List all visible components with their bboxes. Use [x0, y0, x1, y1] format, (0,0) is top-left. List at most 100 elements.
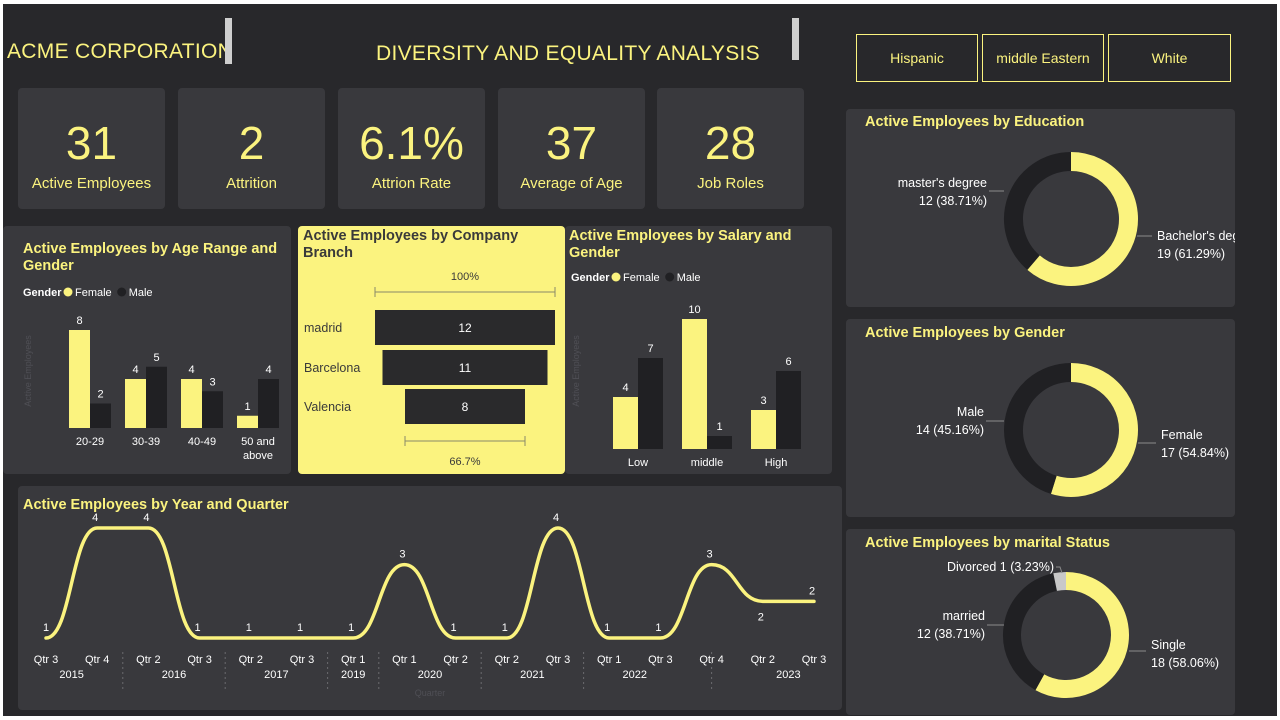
x-axis-title: Quarter	[415, 688, 446, 698]
data-label: 8	[76, 315, 82, 327]
data-label: 5	[153, 352, 159, 364]
data-label: 1	[244, 401, 250, 413]
data-label: 4	[622, 382, 628, 394]
data-label: 1	[348, 622, 354, 634]
header-divider-left	[225, 18, 232, 64]
data-label: 10	[688, 304, 700, 316]
funnel-value-label: 8	[462, 400, 469, 414]
x-tick-label: middle	[691, 457, 723, 469]
funnel-category-label: Barcelona	[304, 361, 360, 375]
legend-item: Male	[129, 287, 153, 299]
data-label: 4	[143, 512, 149, 524]
marital-chart-card[interactable]: Active Employees by marital Status Singl…	[846, 529, 1235, 715]
data-label: 4	[132, 364, 138, 376]
legend-title: Gender	[571, 272, 610, 284]
slice-name: Divorced 1 (3.23%)	[947, 560, 1054, 574]
education-donut: Bachelor's degree 19 (61.29%) master's deg…	[898, 152, 1235, 286]
x-year-label: 2015	[59, 669, 83, 681]
slicer-white[interactable]: White	[1108, 34, 1231, 82]
donut-slice	[1053, 572, 1067, 591]
slice-value: 19 (61.29%)	[1157, 247, 1225, 261]
bar-male	[202, 391, 223, 428]
slice-value: 12 (38.71%)	[917, 627, 985, 641]
funnel-category-label: Valencia	[304, 400, 351, 414]
slice-name: Female	[1161, 428, 1203, 442]
line-series	[44, 526, 816, 640]
x-tick-label: Qtr 1	[597, 654, 621, 666]
slice-value: 12 (38.71%)	[919, 194, 987, 208]
funnel-bottom-label: 66.7%	[449, 456, 480, 468]
leader-line	[1056, 566, 1063, 574]
x-year-label: 2016	[162, 669, 186, 681]
data-label: 3	[760, 395, 766, 407]
legend-marker	[665, 272, 675, 282]
data-label: 4	[92, 512, 98, 524]
slicer-middle-eastern[interactable]: middle Eastern	[982, 34, 1104, 82]
branch-chart-card[interactable]: Active Employees by Company Branch 100% m…	[298, 226, 565, 474]
x-tick-label: 50 and	[241, 436, 275, 448]
x-tick-label: Low	[628, 457, 648, 469]
x-year-label: 2019	[341, 669, 365, 681]
slice-value: 17 (54.84%)	[1161, 446, 1229, 460]
data-label: 4	[553, 512, 559, 524]
bar-male	[776, 371, 801, 449]
bar-female	[69, 330, 90, 428]
x-tick-label: Qtr 3	[802, 654, 826, 666]
donut-slice	[1004, 363, 1072, 494]
data-label: 1	[655, 622, 661, 634]
salary-chart-card[interactable]: Active Employees by Salary and Gender Ge…	[565, 226, 832, 474]
x-tick-label: Qtr 4	[699, 654, 723, 666]
page-title: DIVERSITY AND EQUALITY ANALYSIS	[376, 42, 760, 65]
data-label: 7	[647, 343, 653, 355]
kpi-job-roles: 28 Job Roles	[657, 88, 804, 209]
x-tick-label: Qtr 3	[546, 654, 570, 666]
bar-male	[258, 379, 279, 428]
x-tick-label: High	[765, 457, 788, 469]
data-label: 1	[246, 622, 252, 634]
x-tick-label: 30-39	[132, 436, 160, 448]
header-divider-right	[792, 18, 799, 60]
bar-male	[90, 403, 111, 428]
slice-value: 18 (58.06%)	[1151, 656, 1219, 670]
legend-marker	[611, 272, 621, 282]
company-name: ACME CORPORATION	[7, 40, 234, 63]
chart-title: Active Employees by Year and Quarter	[23, 497, 289, 513]
x-tick-label: Qtr 2	[443, 654, 467, 666]
x-year-label: 2023	[776, 669, 800, 681]
bar-female	[181, 379, 202, 428]
education-chart-card[interactable]: Active Employees by Education Bachelor's…	[846, 109, 1235, 307]
donut-slice	[1003, 573, 1058, 691]
chart-title: Active Employees by Gender	[865, 325, 1065, 341]
kpi-label: Active Employees	[31, 175, 152, 192]
kpi-attrition: 2 Attrition	[178, 88, 325, 209]
x-year-label: 2017	[264, 669, 288, 681]
donut-slice	[1004, 152, 1072, 270]
gender-chart-card[interactable]: Active Employees by Gender Female 17 (54.…	[846, 319, 1235, 517]
donut-slice	[1050, 363, 1138, 497]
year-quarter-chart-card[interactable]: Active Employees by Year and Quarter 1 4 4…	[18, 486, 842, 710]
chart-title: Active Employees by Salary and Gender	[569, 228, 792, 261]
x-year-label: 2020	[418, 669, 442, 681]
slice-name: Male	[957, 405, 984, 419]
slice-name: Bachelor's degree	[1157, 229, 1235, 243]
x-tick-label: Qtr 1	[392, 654, 416, 666]
bar-male	[146, 366, 167, 428]
slice-name: master's degree	[898, 176, 987, 190]
x-tick-label: Qtr 2	[239, 654, 263, 666]
bar-male	[638, 358, 663, 449]
chart-title: Active Employees by Company Branch	[303, 228, 519, 261]
data-label: 1	[297, 622, 303, 634]
kpi-value: 28	[704, 117, 757, 169]
kpi-average-age: 37 Average of Age	[498, 88, 645, 209]
x-tick-label: Qtr 1	[341, 654, 365, 666]
age-range-chart-card[interactable]: Active Employees by Age Range and Gender…	[3, 226, 291, 474]
kpi-label: Attrion Rate	[371, 175, 452, 192]
kpi-value: 37	[545, 117, 598, 169]
year-quarter-chart: 1 4 4 1 1 1 1 3 1 1 4 1 1 3 2 2 Qtr 3 Qtr 4 Qtr 2 Qtr 3 Qtr …	[34, 512, 826, 698]
legend-marker	[63, 287, 73, 297]
donut-slice	[1035, 572, 1129, 698]
slice-name: married	[943, 609, 985, 623]
age-range-chart: Gender Female Male Active Employees 8 2 20-29 4…	[23, 287, 279, 462]
slicer-hispanic[interactable]: Hispanic	[856, 34, 978, 82]
data-label: 1	[451, 622, 457, 634]
